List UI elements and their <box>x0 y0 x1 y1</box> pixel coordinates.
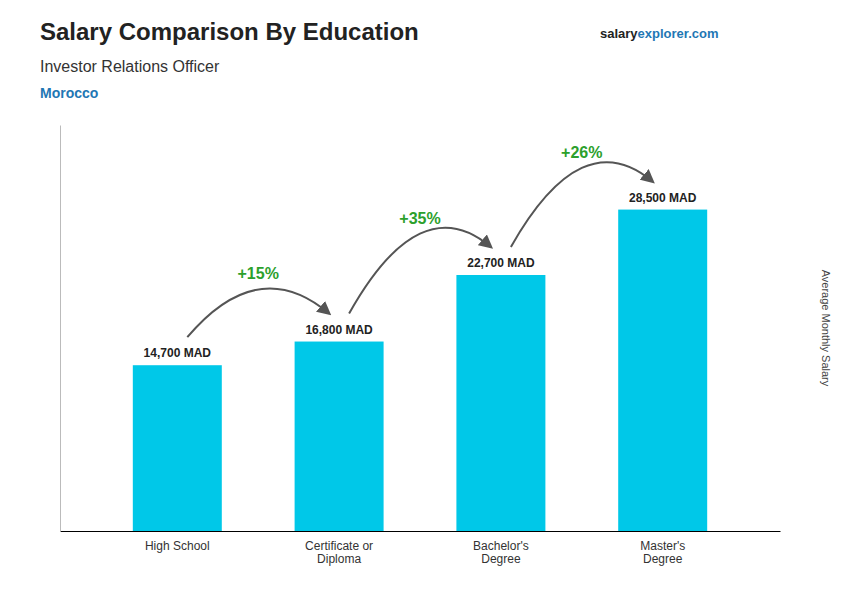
data-label: 22,700 MAD <box>467 256 535 270</box>
bar <box>456 275 545 531</box>
website-part: explorer.com <box>638 26 719 41</box>
x-tick-label-line: Degree <box>643 552 683 566</box>
x-tick: Certificate orDiploma <box>305 539 373 567</box>
change-label: +15% <box>238 265 279 282</box>
y-axis <box>60 126 61 532</box>
chart: Salary Comparison By Education Investor R… <box>0 0 850 606</box>
x-tick-label-line: High School <box>145 539 210 553</box>
change-label: +26% <box>561 144 602 161</box>
x-tick-label: Master'sDegree <box>640 539 685 567</box>
subtitle: Investor Relations Officer <box>40 58 220 75</box>
data-label: 28,500 MAD <box>629 191 697 205</box>
title: Salary Comparison By Education <box>40 18 419 45</box>
x-tick-label: Bachelor'sDegree <box>473 539 529 567</box>
x-tick: Bachelor'sDegree <box>473 539 529 567</box>
x-tick-label: Certificate orDiploma <box>305 539 373 567</box>
x-tick-label-line: Diploma <box>317 552 361 566</box>
y-axis-title: Average Monthly Salary <box>820 270 832 387</box>
website-part: salary <box>600 26 638 41</box>
x-tick-label-line: Bachelor's <box>473 539 529 553</box>
change-arrow <box>187 288 329 337</box>
x-tick: High School <box>145 539 210 553</box>
bar <box>618 210 707 531</box>
bars <box>133 210 707 531</box>
x-tick: Master'sDegree <box>640 539 685 567</box>
bar <box>133 365 222 531</box>
change-label: +35% <box>399 210 440 227</box>
plot-area: High School Certificate orDiploma Bachelor… <box>61 126 781 567</box>
x-tick-label: High School <box>145 539 210 553</box>
change-arrow <box>511 162 653 247</box>
x-axis-line <box>61 531 781 532</box>
x-tick-label-line: Certificate or <box>305 539 373 553</box>
x-axis: High School Certificate orDiploma Bachelor… <box>61 532 781 567</box>
x-tick-label-line: Master's <box>640 539 685 553</box>
x-tick-label-line: Degree <box>481 552 521 566</box>
y-axis-line <box>60 126 61 532</box>
change-arrows: +15% +35% +26% <box>187 144 652 337</box>
data-labels: 14,700 MAD 16,800 MAD 22,700 MAD 28,500 MAD <box>144 191 697 361</box>
data-label: 16,800 MAD <box>305 323 373 337</box>
change-arrow <box>349 228 491 314</box>
bar <box>295 342 384 531</box>
data-label: 14,700 MAD <box>144 346 212 360</box>
country: Morocco <box>40 85 98 101</box>
